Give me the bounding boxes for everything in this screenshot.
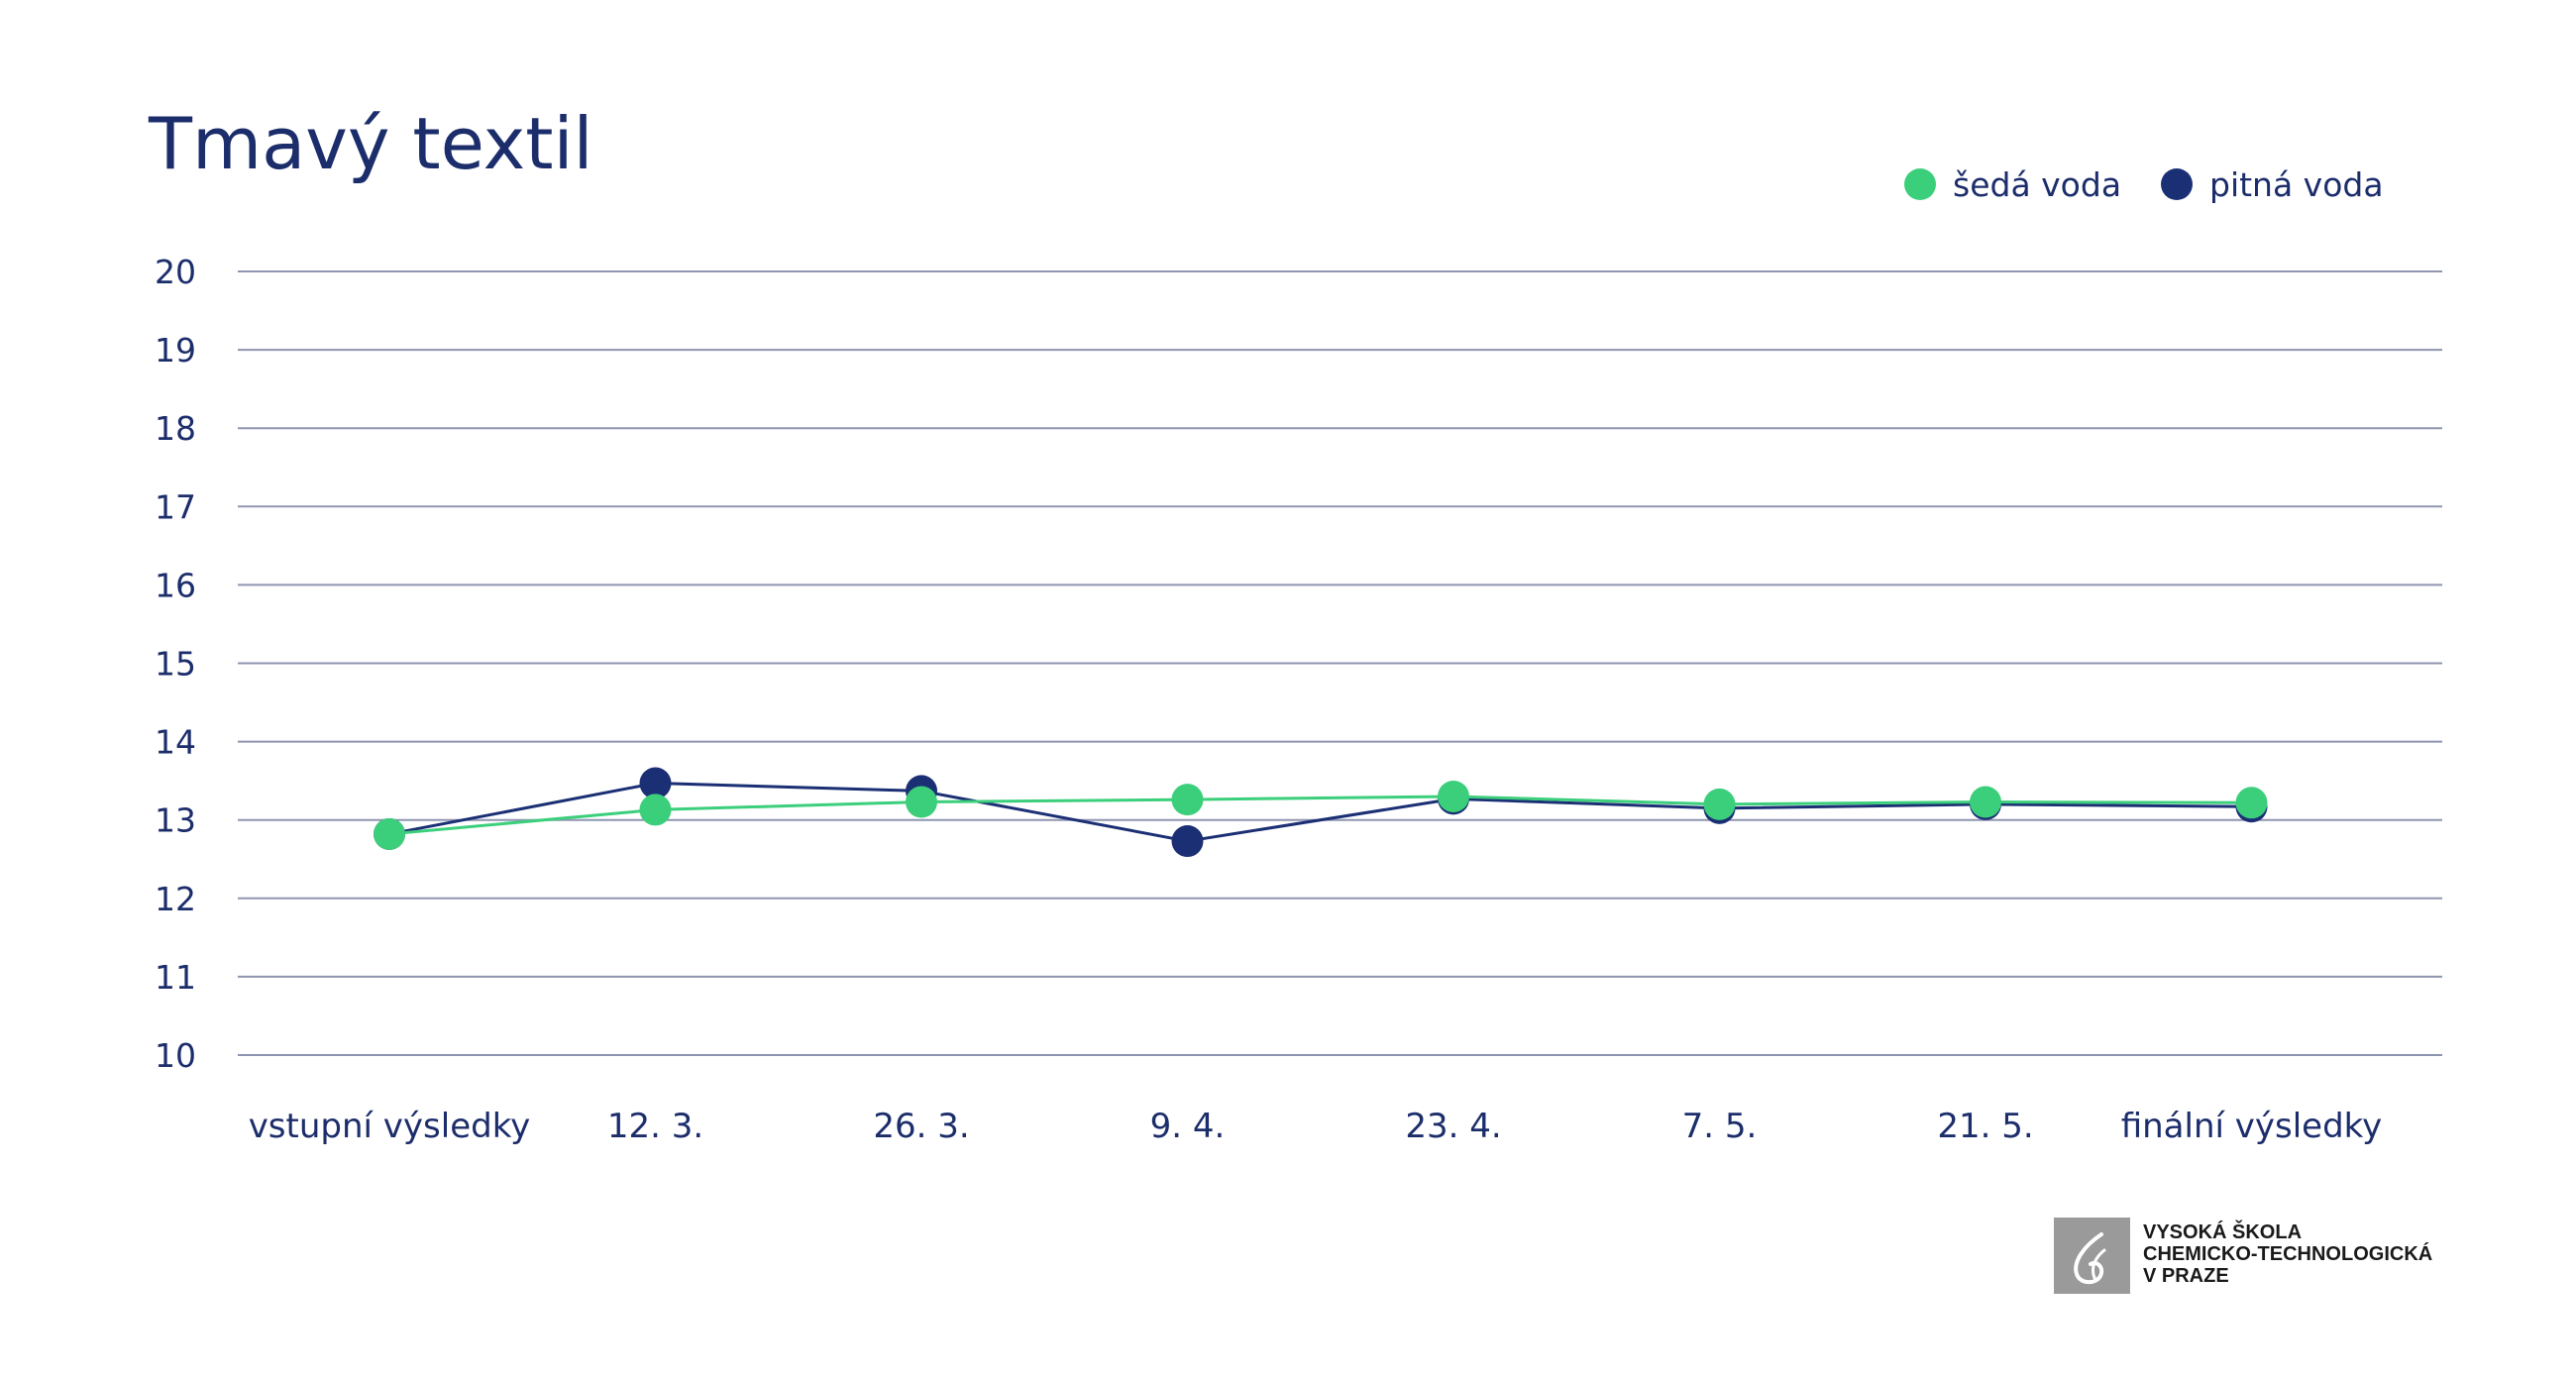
y-tick-label: 14 — [155, 723, 196, 762]
legend-marker — [2161, 168, 2193, 200]
y-tick-label: 10 — [155, 1036, 196, 1075]
logo-line-1: VYSOKÁ ŠKOLA — [2143, 1220, 2302, 1243]
logo-line-3: V PRAZE — [2143, 1265, 2229, 1287]
x-axis: vstupní výsledky 12. 3. 26. 3. 9. 4. 23. 4. 7… — [249, 1107, 2383, 1146]
series-1-point — [639, 767, 672, 799]
logo-drop-icon — [2074, 1232, 2104, 1285]
series-2-point — [374, 817, 405, 850]
logo-line-2: CHEMICKO-TECHNOLOGICKÁ — [2143, 1242, 2432, 1265]
legend: šedá voda pitná voda — [1904, 165, 2384, 204]
series-2-point — [639, 794, 672, 826]
x-tick-label: 7. 5. — [1682, 1107, 1758, 1146]
university-logo: VYSOKÁ ŠKOLA CHEMICKO-TECHNOLOGICKÁ V PR… — [2054, 1218, 2432, 1294]
chart-title: Tmavý textil — [148, 102, 592, 185]
x-tick-label: vstupní výsledky — [249, 1107, 531, 1146]
series-line-1 — [388, 782, 2252, 843]
series-2-point — [1171, 784, 1204, 816]
series-2-point — [906, 786, 937, 818]
legend-label: pitná voda — [2209, 165, 2384, 204]
y-tick-label: 11 — [155, 958, 196, 997]
grid — [238, 270, 2442, 1056]
series-lines — [388, 782, 2252, 843]
series-2-point — [1703, 788, 1736, 820]
x-tick-label: 21. 5. — [1937, 1107, 2033, 1146]
x-tick-label: 26. 3. — [873, 1107, 969, 1146]
x-tick-label: 9. 4. — [1150, 1107, 1226, 1146]
y-tick-label: 13 — [155, 801, 196, 840]
y-tick-label: 16 — [155, 566, 196, 604]
y-tick-label: 15 — [155, 645, 196, 684]
y-tick-label: 12 — [155, 880, 196, 918]
x-tick-label: 12. 3. — [607, 1107, 703, 1146]
series-2-point — [1970, 786, 2001, 818]
y-tick-label: 18 — [155, 409, 196, 448]
series-2-point — [1438, 780, 1469, 812]
series-points — [374, 767, 2268, 858]
y-tick-label: 17 — [155, 487, 196, 526]
series-1-point — [1171, 825, 1204, 858]
y-axis: 20 19 18 17 16 15 14 13 12 11 10 — [155, 253, 196, 1075]
y-tick-label: 20 — [155, 253, 196, 291]
logo-drop-icon-inner — [2091, 1248, 2106, 1280]
legend-marker — [1904, 168, 1936, 200]
series-2-point — [2235, 787, 2268, 819]
y-tick-label: 19 — [155, 331, 196, 370]
x-tick-label: finální výsledky — [2121, 1107, 2383, 1146]
x-tick-label: 23. 4. — [1405, 1107, 1501, 1146]
legend-label: šedá voda — [1953, 165, 2121, 204]
series-line-2 — [388, 795, 2252, 836]
